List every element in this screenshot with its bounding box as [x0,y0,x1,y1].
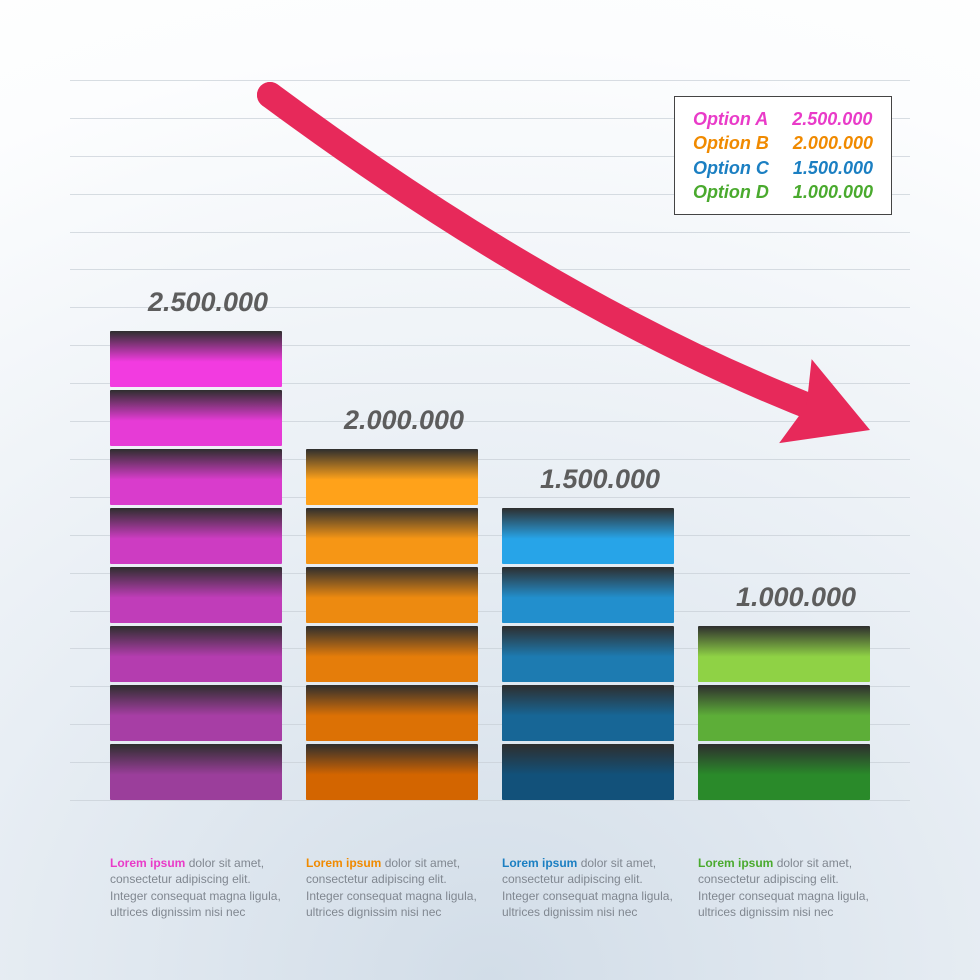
bar-b: 2.000.000 [306,449,478,800]
bar-segment [110,685,282,741]
bar-caption: Lorem ipsum dolor sit amet, consectetur … [306,855,478,920]
bar-segment [110,331,282,387]
bar-value-label: 1.500.000 [540,464,660,495]
bar-caption: Lorem ipsum dolor sit amet, consectetur … [110,855,282,920]
bar-segment [110,390,282,446]
legend-value: 1.500.000 [793,156,873,180]
bar-segment [306,744,478,800]
bar-segment [502,685,674,741]
caption-lead: Lorem ipsum [502,856,577,870]
legend-value: 2.500.000 [792,107,872,131]
bar-segment [502,508,674,564]
bar-segment [110,449,282,505]
bar-segment [698,685,870,741]
legend-name: Option C [693,156,769,180]
legend-name: Option D [693,180,769,204]
bar-segment [502,567,674,623]
bar-value-label: 2.500.000 [148,287,268,318]
bar-d: 1.000.000 [698,626,870,800]
bar-segment [306,685,478,741]
bar-c: 1.500.000 [502,508,674,800]
legend-name: Option A [693,107,768,131]
legend-row: Option A 2.500.000 [693,107,873,131]
legend-row: Option D 1.000.000 [693,180,873,204]
bar-a: 2.500.000 [110,331,282,800]
caption-lead: Lorem ipsum [110,856,185,870]
bar-caption: Lorem ipsum dolor sit amet, consectetur … [502,855,674,920]
bar-segment [110,508,282,564]
bar-captions: Lorem ipsum dolor sit amet, consectetur … [110,855,870,920]
bar-segment [110,567,282,623]
bar-caption: Lorem ipsum dolor sit amet, consectetur … [698,855,870,920]
bar-segment [110,744,282,800]
bar-segment [110,626,282,682]
legend-row: Option C 1.500.000 [693,156,873,180]
bar-segment [502,626,674,682]
caption-lead: Lorem ipsum [698,856,773,870]
legend-box: Option A2.500.000Option B2.000.000Option… [674,96,892,215]
bar-value-label: 2.000.000 [344,405,464,436]
bar-segment [306,567,478,623]
legend-name: Option B [693,131,769,155]
bar-segment [698,626,870,682]
bar-segment [306,626,478,682]
bar-segment [698,744,870,800]
bar-segment [306,508,478,564]
bar-value-label: 1.000.000 [736,582,856,613]
bar-segment [502,744,674,800]
caption-lead: Lorem ipsum [306,856,381,870]
bar-segment [306,449,478,505]
legend-row: Option B 2.000.000 [693,131,873,155]
legend-value: 2.000.000 [793,131,873,155]
legend-value: 1.000.000 [793,180,873,204]
